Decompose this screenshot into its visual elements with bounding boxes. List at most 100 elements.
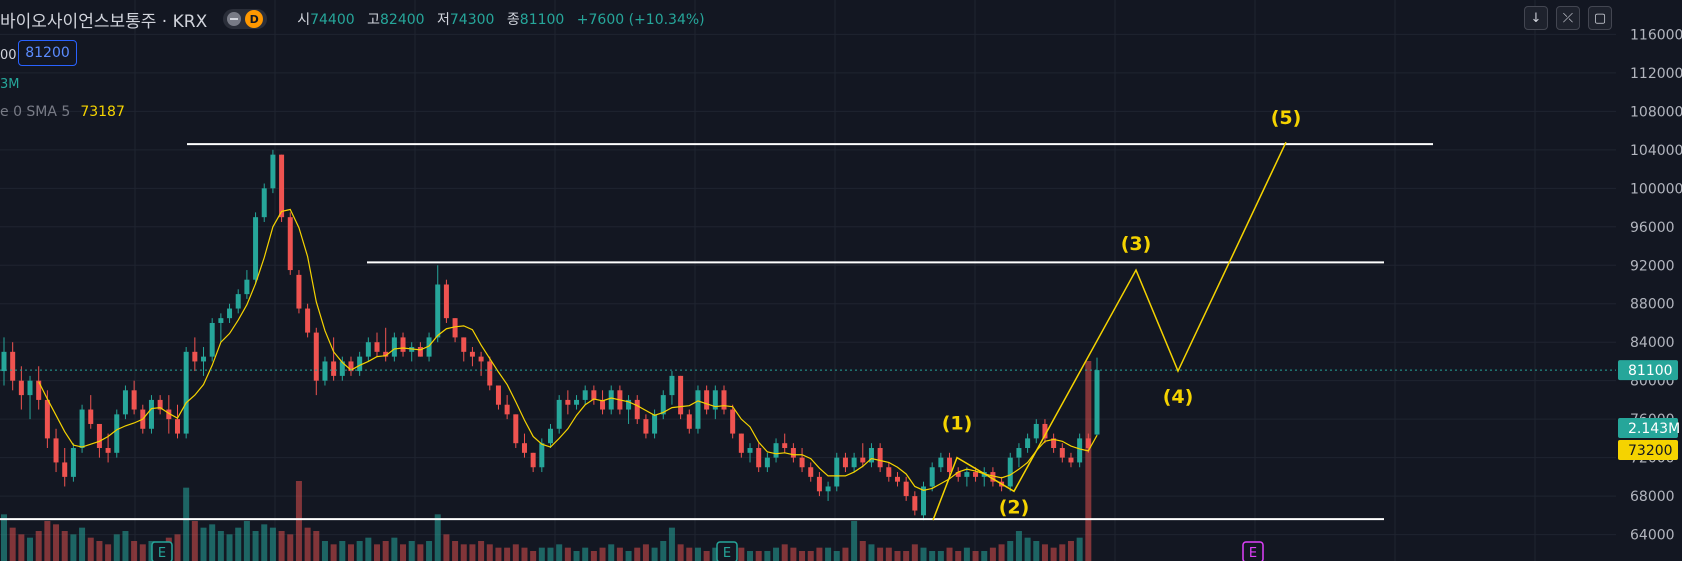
candle-body [582,390,588,400]
wave-label: (4) [1163,386,1194,408]
volume-bar [434,514,441,561]
candle-body [764,457,770,468]
wave-label: (3) [1121,233,1152,255]
candle-body [1077,438,1083,463]
candle [1,337,7,386]
candle-body [773,443,779,458]
candle [148,395,154,434]
candle [88,395,94,429]
price-tick-label: 96000 [1630,220,1675,236]
volume-bar [183,487,190,561]
candle [903,476,909,501]
volume-bar [209,524,216,561]
candle [912,491,918,516]
volume-bar [859,541,866,561]
arrow-down-icon[interactable]: ↓ [1524,6,1548,30]
candle [521,433,527,458]
candle [556,395,562,434]
candle-body [261,188,267,218]
candle-body [469,351,475,357]
candle-body [322,361,328,381]
candle [443,279,449,323]
price-tick-label: 100000 [1630,181,1682,197]
volume-tag-text: 2.143M [1628,421,1680,437]
volume-bar [321,541,328,561]
price-tick-label: 108000 [1630,104,1682,120]
high-label: 고 [367,12,380,28]
sma-legend[interactable]: e 0 SMA 5 73187 [0,104,125,120]
candle [279,154,285,222]
candle [131,380,137,415]
candle-body [643,419,649,434]
volume-bar [35,531,42,561]
candle-body [348,361,354,372]
candle-body [305,308,311,333]
candle-body [782,443,788,449]
volume-bar [122,531,129,561]
candle-body [27,380,33,396]
candle [244,270,250,299]
candle-body [331,361,337,376]
candle-body [201,356,207,362]
candle [1085,433,1091,453]
candle [1094,357,1100,436]
candle [1068,452,1074,468]
volume-bar [79,527,86,561]
volume-bar [911,544,918,561]
volume-bar [1076,537,1083,561]
volume-bar [599,547,606,561]
candle-body [886,467,892,477]
volume-bar [113,534,120,561]
candle [105,433,111,463]
candle-body [539,443,545,468]
candle-body [443,284,449,319]
volume-bar [217,531,224,561]
sma-line [38,208,1098,491]
candle-body [426,337,432,357]
volume-bar [452,541,459,561]
volume-bar [677,544,684,561]
candle [478,351,484,376]
candle [70,443,76,482]
candle-body [626,399,632,410]
candle [122,385,128,420]
symbol-title[interactable]: 바이오사이언스보통주 · KRX [0,11,208,32]
candle [860,443,866,468]
candle-body [157,399,163,410]
volume-bar [1024,537,1031,561]
candle-body [600,399,606,410]
price-input-box[interactable]: 81200 [18,40,77,66]
candle-body [44,399,50,439]
market-closed-icon [227,12,242,26]
volume-bar [972,551,979,561]
volume-bar [660,541,667,561]
volume-bar [469,544,476,561]
volume-bar [330,544,337,561]
volume-bar [868,544,875,561]
collapse-icon[interactable]: ⤫ [1556,6,1580,30]
candle-body [530,452,536,468]
earnings-marker: E [1242,541,1264,561]
volume-bars [1,361,1092,561]
fullscreen-icon[interactable]: ▢ [1588,6,1612,30]
candle-body [1068,457,1074,463]
candle-body [148,399,154,429]
price-tick-label: 84000 [1630,335,1675,351]
volume-bar [174,534,181,561]
volume-bar [139,544,146,561]
volume-bar [391,537,398,561]
earnings-marker-box [716,541,738,561]
candle [877,443,883,473]
candle [322,356,328,386]
candle [548,423,553,449]
volume-bar [790,547,797,561]
candle-body [973,472,979,477]
volume-bar [738,547,745,561]
candle [62,448,68,487]
candle-body [799,457,805,468]
market-status-pill[interactable]: D [223,9,268,29]
partial-price-label: 00 [0,48,17,63]
candle [894,472,900,487]
candle-body [825,486,831,492]
